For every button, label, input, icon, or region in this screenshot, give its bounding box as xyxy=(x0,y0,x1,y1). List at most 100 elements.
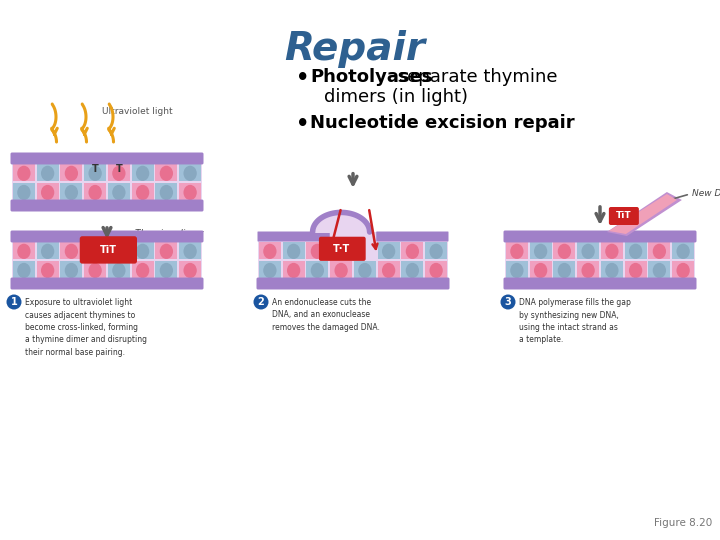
Bar xyxy=(258,232,448,288)
Ellipse shape xyxy=(264,263,276,278)
Ellipse shape xyxy=(335,263,348,278)
Bar xyxy=(60,261,82,279)
Ellipse shape xyxy=(89,244,102,259)
Ellipse shape xyxy=(41,166,54,181)
Ellipse shape xyxy=(606,244,618,259)
Bar xyxy=(12,232,202,288)
Bar xyxy=(601,242,623,259)
Ellipse shape xyxy=(136,263,149,278)
FancyBboxPatch shape xyxy=(11,231,204,242)
Ellipse shape xyxy=(65,263,78,278)
Text: •: • xyxy=(296,114,310,134)
Ellipse shape xyxy=(558,244,571,259)
Bar xyxy=(307,261,328,279)
Bar xyxy=(84,183,106,201)
FancyBboxPatch shape xyxy=(11,200,204,212)
FancyBboxPatch shape xyxy=(258,232,330,241)
Bar xyxy=(625,242,647,259)
Bar xyxy=(530,242,552,259)
Ellipse shape xyxy=(89,263,102,278)
Ellipse shape xyxy=(17,244,30,259)
Ellipse shape xyxy=(510,263,523,278)
Ellipse shape xyxy=(41,263,54,278)
Ellipse shape xyxy=(89,166,102,181)
Bar xyxy=(60,242,82,259)
Ellipse shape xyxy=(184,166,197,181)
Bar xyxy=(84,242,106,259)
Ellipse shape xyxy=(65,166,78,181)
Bar xyxy=(13,242,35,259)
Ellipse shape xyxy=(582,263,595,278)
Ellipse shape xyxy=(17,185,30,200)
Bar xyxy=(625,261,647,279)
Ellipse shape xyxy=(65,244,78,259)
Text: T: T xyxy=(115,164,122,174)
Ellipse shape xyxy=(406,263,419,278)
Ellipse shape xyxy=(558,263,571,278)
Bar xyxy=(601,261,623,279)
Bar xyxy=(132,242,153,259)
Text: TiT: TiT xyxy=(616,212,631,220)
FancyBboxPatch shape xyxy=(11,152,204,165)
Bar xyxy=(378,242,400,259)
Ellipse shape xyxy=(136,244,149,259)
Text: T·T: T·T xyxy=(333,244,350,254)
Bar xyxy=(37,164,58,181)
Text: dimers (in light): dimers (in light) xyxy=(324,88,468,106)
Ellipse shape xyxy=(606,263,618,278)
Ellipse shape xyxy=(89,185,102,200)
Bar xyxy=(108,242,130,259)
Ellipse shape xyxy=(629,263,642,278)
Text: Photolyases: Photolyases xyxy=(310,68,433,86)
Ellipse shape xyxy=(406,244,419,259)
Bar xyxy=(108,183,130,201)
Ellipse shape xyxy=(534,244,547,259)
Ellipse shape xyxy=(311,244,324,259)
Ellipse shape xyxy=(136,185,149,200)
Bar xyxy=(283,261,305,279)
Text: T: T xyxy=(91,164,99,174)
FancyBboxPatch shape xyxy=(377,232,449,241)
Bar xyxy=(179,261,201,279)
Ellipse shape xyxy=(17,166,30,181)
Ellipse shape xyxy=(160,166,173,181)
Ellipse shape xyxy=(510,244,523,259)
Bar xyxy=(60,164,82,181)
Bar xyxy=(13,261,35,279)
Bar xyxy=(378,261,400,279)
Ellipse shape xyxy=(264,244,276,259)
Bar xyxy=(506,242,528,259)
Circle shape xyxy=(500,294,516,309)
Text: Ultraviolet light: Ultraviolet light xyxy=(102,107,172,117)
Text: Repair: Repair xyxy=(284,30,426,68)
Ellipse shape xyxy=(287,263,300,278)
Ellipse shape xyxy=(184,185,197,200)
Bar xyxy=(60,183,82,201)
Ellipse shape xyxy=(287,244,300,259)
Text: TiT: TiT xyxy=(100,245,117,255)
Bar xyxy=(554,261,575,279)
Ellipse shape xyxy=(112,185,125,200)
Bar xyxy=(505,232,695,288)
Bar xyxy=(108,261,130,279)
Bar xyxy=(426,261,447,279)
Bar xyxy=(132,164,153,181)
Text: Nucleotide excision repair: Nucleotide excision repair xyxy=(310,114,575,132)
Ellipse shape xyxy=(160,244,173,259)
Ellipse shape xyxy=(41,185,54,200)
Polygon shape xyxy=(607,192,682,236)
Ellipse shape xyxy=(677,244,690,259)
Ellipse shape xyxy=(359,263,372,278)
Bar xyxy=(156,242,177,259)
FancyBboxPatch shape xyxy=(11,278,204,289)
Ellipse shape xyxy=(112,166,125,181)
Ellipse shape xyxy=(160,185,173,200)
Bar xyxy=(37,261,58,279)
Ellipse shape xyxy=(136,166,149,181)
FancyBboxPatch shape xyxy=(319,237,366,261)
Bar xyxy=(156,261,177,279)
Text: •: • xyxy=(296,68,310,88)
Ellipse shape xyxy=(184,244,197,259)
Bar xyxy=(307,242,328,259)
Ellipse shape xyxy=(112,263,125,278)
